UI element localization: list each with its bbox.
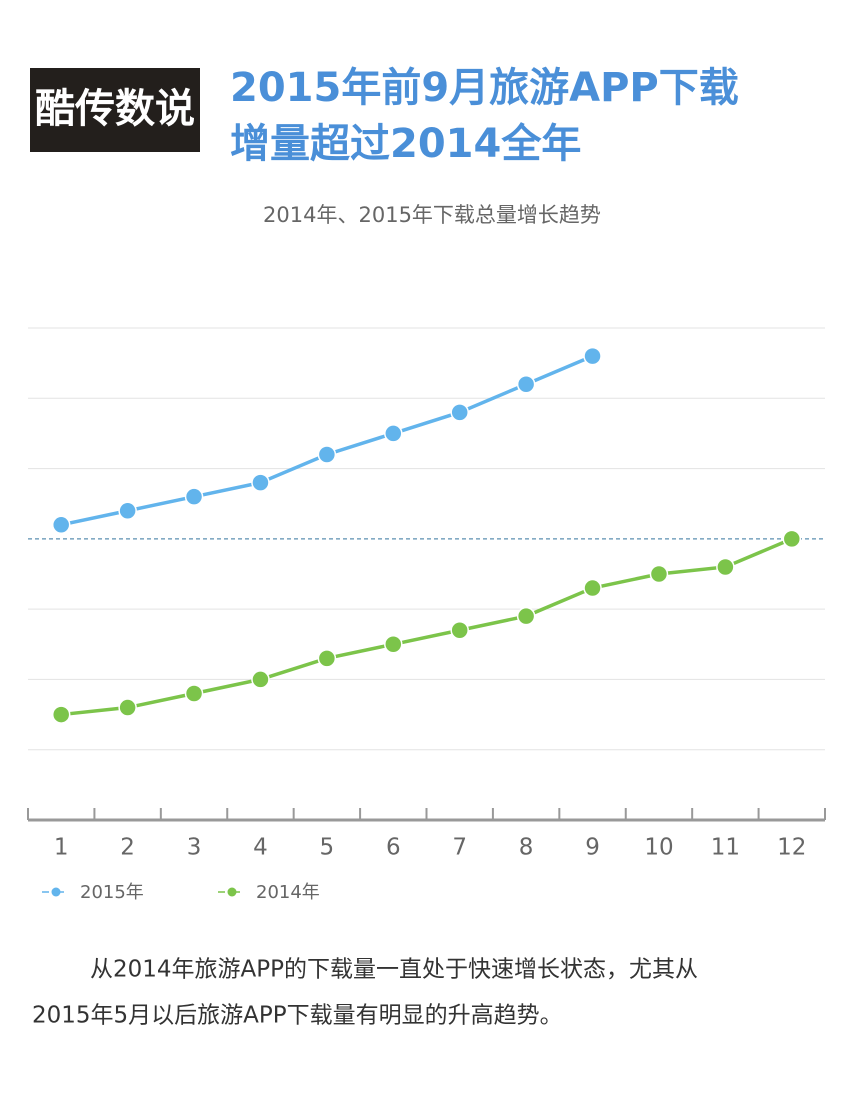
point [317,445,337,464]
point [583,346,602,366]
series-line [61,537,793,717]
x-tick-label: 2 [120,835,135,861]
x-tick-label: 3 [187,835,202,861]
point [51,515,71,535]
point [384,635,403,654]
point [516,606,536,626]
x-tick-label: 10 [644,835,673,861]
point [51,705,71,724]
logo-box [30,68,200,152]
note: 2015年5月以后旅游APP下载量有明显的升高趋势。 [32,1003,563,1029]
x-tick-label: 7 [452,835,467,861]
x-tick-label: 6 [386,835,401,861]
chart-title: 2015年前9月旅游APP下载 [230,65,739,111]
point [384,424,403,443]
point [450,403,469,422]
x-tick-label: 4 [253,835,268,861]
x-tick-label: 8 [519,835,534,861]
point [118,698,137,717]
x-tick-label: 9 [585,835,600,861]
x-tick-label: 5 [320,835,335,861]
point [649,564,669,584]
point [251,473,270,492]
point [716,557,735,577]
point [516,374,536,394]
point [251,670,270,689]
point [118,501,137,520]
logo: 酷传数说 [35,86,195,132]
legend-label: 2015年 [80,882,144,903]
chart-subtitle: 2014年、2015年下载总量增长趋势 [263,203,601,227]
x-tick-label: 12 [777,835,806,861]
point [317,649,337,668]
legend-marker [227,887,237,897]
legend-marker [51,887,61,897]
point [184,684,204,703]
chart-title: 增量超过2014全年 [230,121,581,167]
legend-label: 2014年 [256,882,320,903]
point [583,578,602,598]
x-tick-label: 11 [711,835,740,861]
point [450,620,469,640]
note: 从2014年旅游APP的下载量一直处于快速增长状态，尤其从 [90,957,698,983]
series-line [60,354,594,527]
point [184,487,204,506]
point [782,529,802,549]
x-tick-label: 1 [54,835,69,861]
